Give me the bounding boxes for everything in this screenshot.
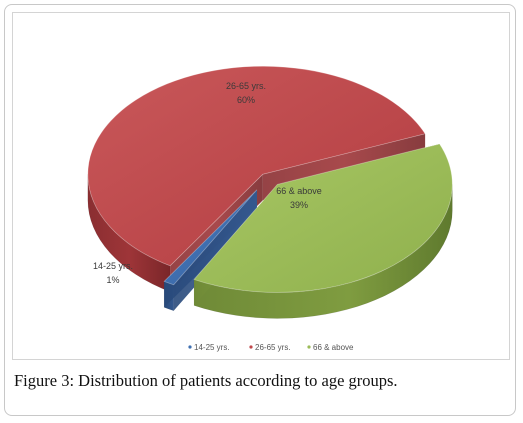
slice-pct-14-25: 1% bbox=[106, 275, 119, 285]
slice-top-66-above bbox=[193, 143, 453, 293]
chart-panel: 26-65 yrs. 60% 66 & above 39% 14-25 yrs.… bbox=[12, 12, 510, 360]
slice-66-above bbox=[193, 143, 453, 319]
legend-marker-14-25 bbox=[188, 345, 192, 349]
slice-top-26-65 bbox=[87, 65, 426, 267]
pie-labels: 26-65 yrs. 60% 66 & above 39% 14-25 yrs.… bbox=[93, 81, 322, 285]
legend-item-14-25: 14-25 yrs. bbox=[194, 343, 230, 352]
slice-label-26-65: 26-65 yrs. bbox=[226, 81, 266, 91]
slice-top-14-25 bbox=[163, 189, 258, 286]
figure-number: Figure 3: bbox=[14, 371, 75, 390]
slice-edge-14-25-1 bbox=[164, 189, 257, 308]
figure-caption: Figure 3: Distribution of patients accor… bbox=[14, 371, 514, 391]
legend-marker-66-above bbox=[307, 345, 311, 349]
figure-frame: 26-65 yrs. 60% 66 & above 39% 14-25 yrs.… bbox=[4, 4, 516, 416]
legend-item-66-above: 66 & above bbox=[313, 343, 354, 352]
legend-item-26-65: 26-65 yrs. bbox=[255, 343, 291, 352]
slice-pct-66-above: 39% bbox=[290, 200, 308, 210]
slice-pct-26-65: 60% bbox=[237, 95, 255, 105]
figure-caption-text: Distribution of patients according to ag… bbox=[78, 371, 398, 390]
pie-chart: 26-65 yrs. 60% 66 & above 39% 14-25 yrs.… bbox=[87, 65, 453, 352]
pie-slices bbox=[87, 65, 453, 319]
legend-marker-26-65 bbox=[249, 345, 253, 349]
chart-legend: 14-25 yrs. 26-65 yrs. 66 & above bbox=[188, 343, 354, 352]
slice-label-14-25: 14-25 yrs. bbox=[93, 261, 133, 271]
slice-label-66-above: 66 & above bbox=[276, 186, 322, 196]
